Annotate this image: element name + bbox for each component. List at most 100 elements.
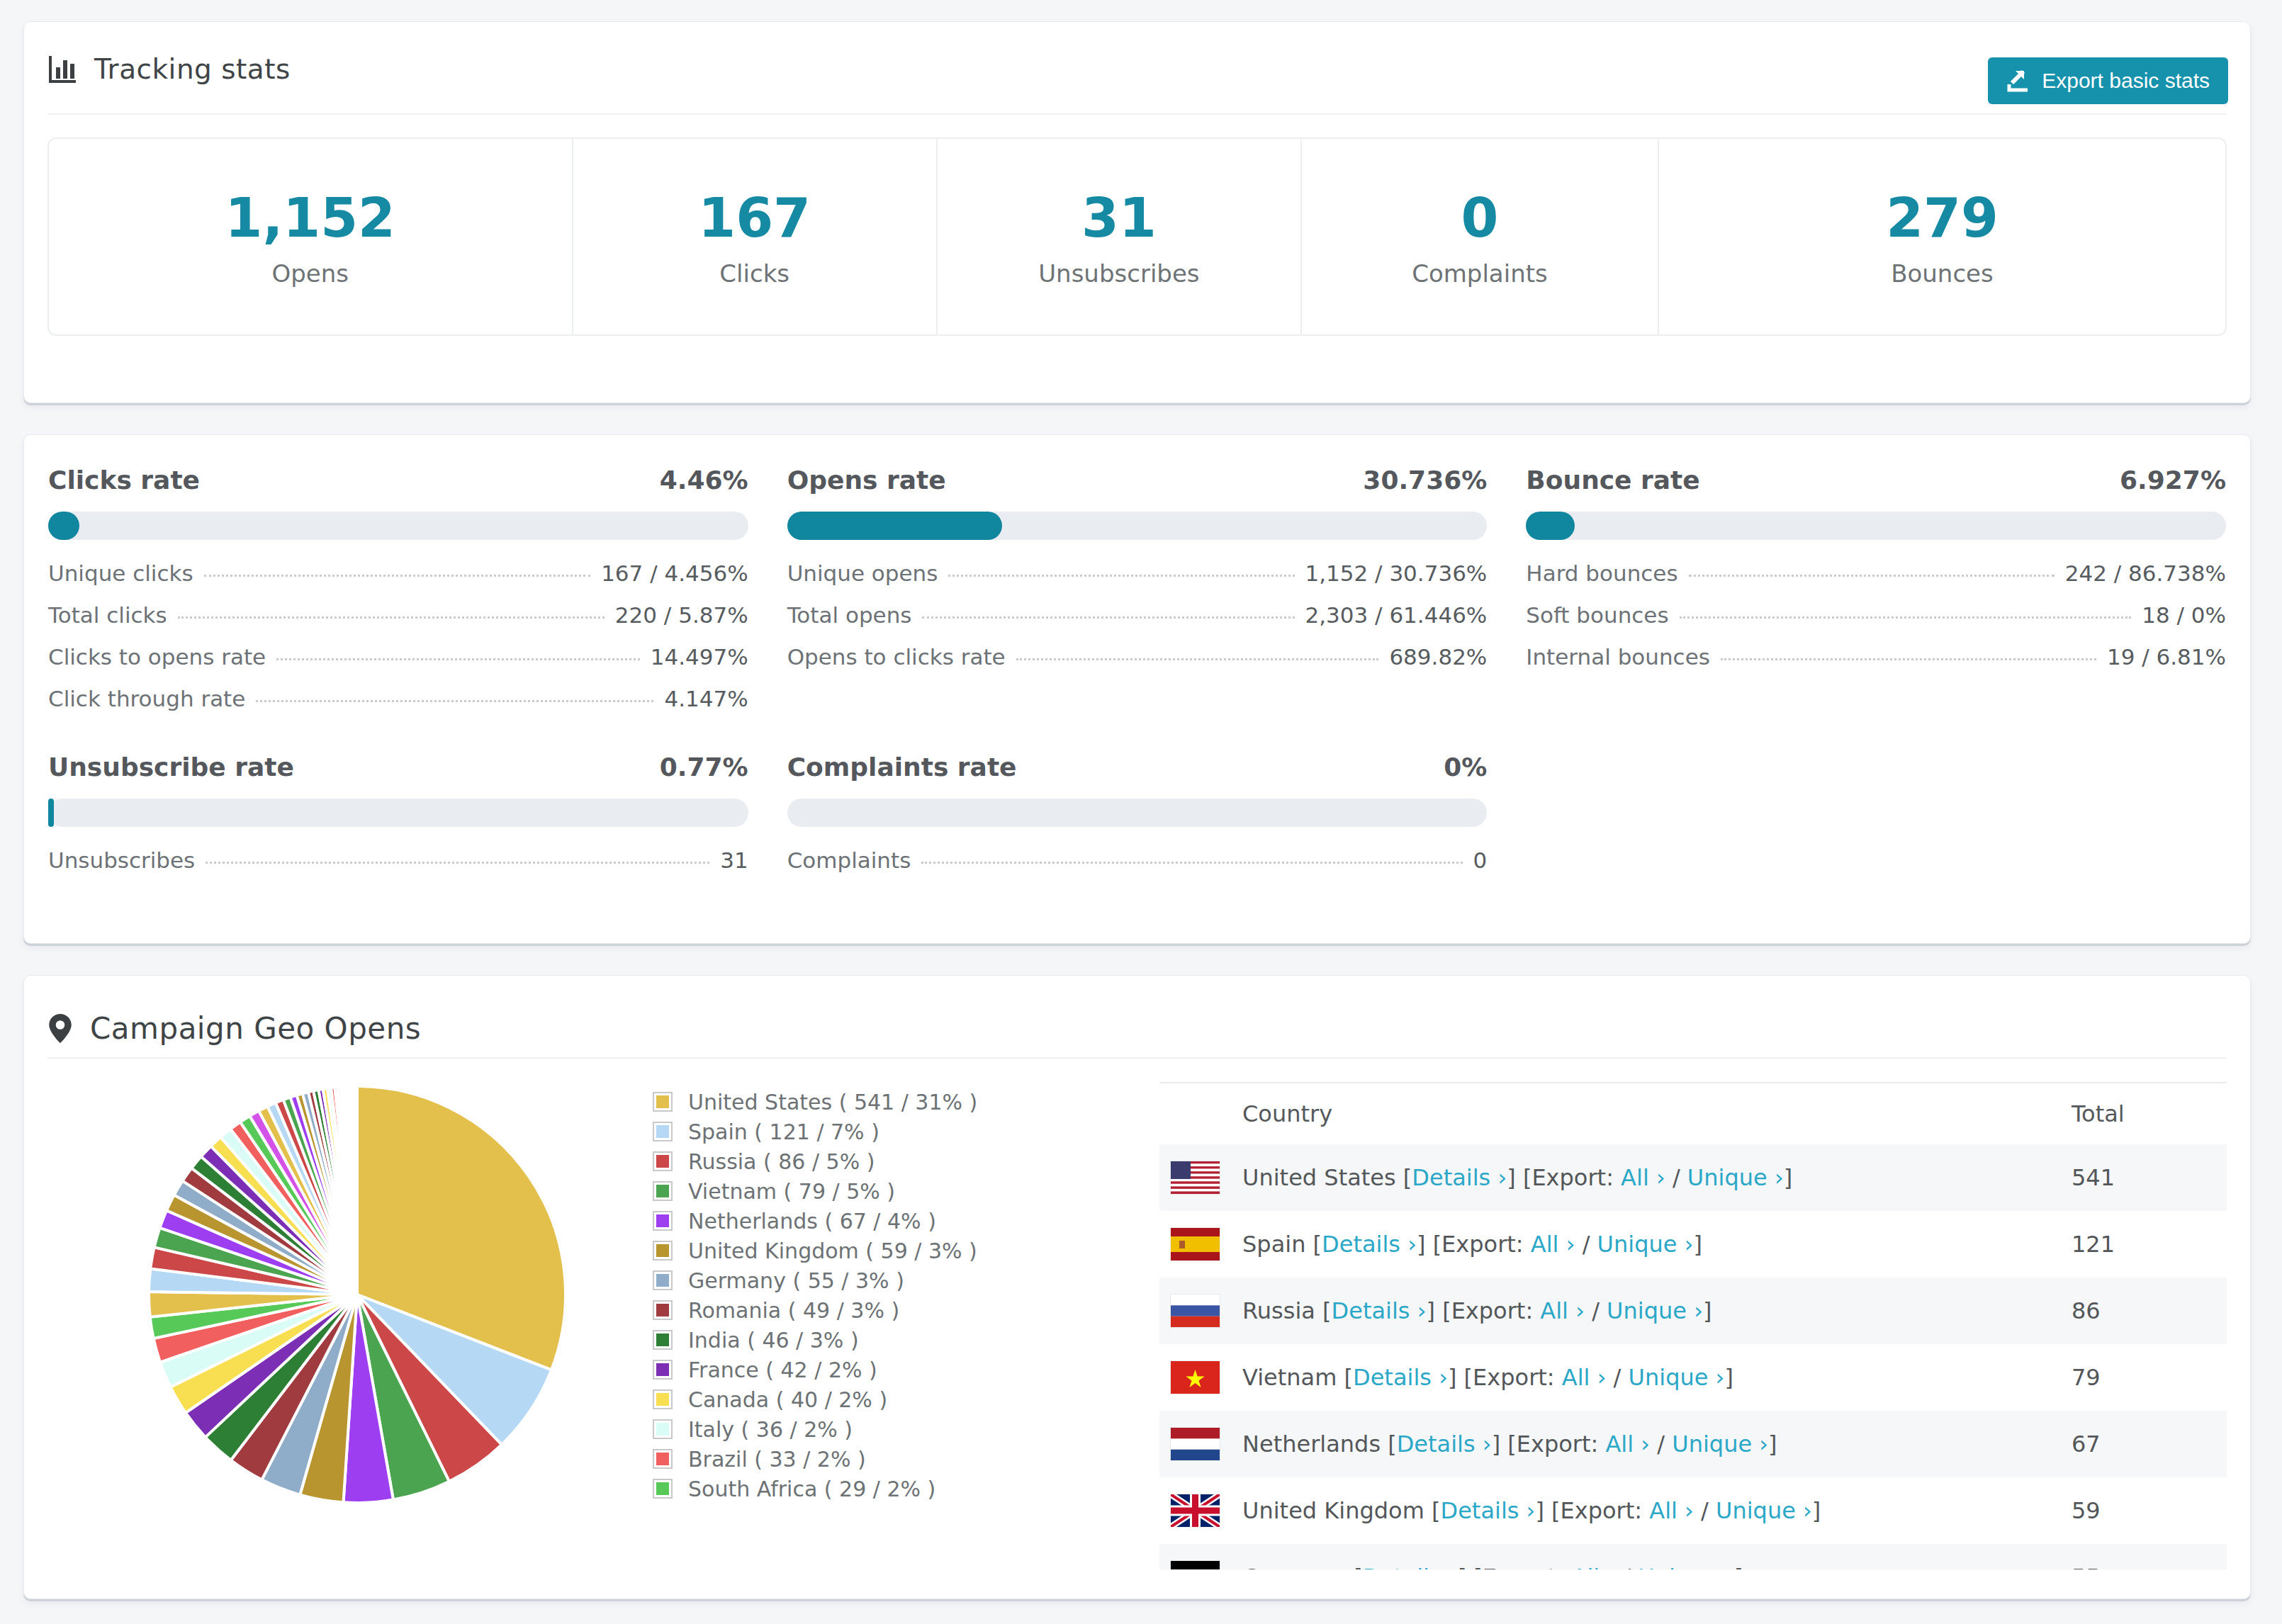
legend-item-us: United States ( 541 / 31% ) xyxy=(653,1087,977,1117)
rate-section-opens-rate: Opens rate30.736%Unique opens1,152 / 30.… xyxy=(787,435,1488,720)
legend-item-za: South Africa ( 29 / 2% ) xyxy=(653,1474,977,1504)
rate-row-value: 2,303 / 61.446% xyxy=(1305,594,1488,636)
rate-row: Complaints 0 xyxy=(787,840,1488,881)
legend-label: United States ( 541 / 31% ) xyxy=(688,1090,977,1115)
rate-row-value: 18 / 0% xyxy=(2142,594,2226,636)
rate-progress-bar xyxy=(787,799,1488,827)
country-total: 59 xyxy=(2072,1497,2227,1524)
dotted-leader xyxy=(1689,575,2055,577)
export-unique-link[interactable]: Unique › xyxy=(1687,1164,1784,1191)
export-unique-link[interactable]: Unique › xyxy=(1672,1431,1768,1457)
rate-row-value: 220 / 5.87% xyxy=(615,594,748,636)
export-all-link[interactable]: All › xyxy=(1605,1431,1650,1457)
legend-label: South Africa ( 29 / 2% ) xyxy=(688,1477,935,1501)
map-pin-icon xyxy=(47,1013,73,1045)
legend-swatch xyxy=(653,1151,673,1171)
details-link[interactable]: Details › xyxy=(1412,1164,1507,1191)
country-name: Netherlands xyxy=(1242,1431,1381,1457)
rate-row-label: Complaints xyxy=(787,840,911,881)
legend-label: Italy ( 36 / 2% ) xyxy=(688,1417,853,1442)
legend-item-in: India ( 46 / 3% ) xyxy=(653,1325,977,1355)
legend-label: India ( 46 / 3% ) xyxy=(688,1328,859,1353)
export-unique-link[interactable]: Unique › xyxy=(1716,1497,1812,1524)
dotted-leader xyxy=(948,575,1294,577)
rate-row: Hard bounces242 / 86.738% xyxy=(1526,553,2226,594)
geo-table-row-es: Spain [Details ›] [Export: All › / Uniqu… xyxy=(1159,1211,2227,1278)
flag-gb-icon xyxy=(1171,1494,1220,1527)
country-name: Spain xyxy=(1242,1231,1305,1258)
total-header: Total xyxy=(2072,1100,2227,1127)
details-link[interactable]: Details › xyxy=(1363,1564,1458,1569)
export-unique-link[interactable]: Unique › xyxy=(1638,1564,1734,1569)
rate-row: Soft bounces 18 / 0% xyxy=(1526,594,2226,636)
header-divider xyxy=(47,113,2227,115)
dotted-leader xyxy=(1016,658,1379,660)
stat-value: 31 xyxy=(1081,186,1157,249)
dotted-leader xyxy=(921,862,1462,864)
export-unique-link[interactable]: Unique › xyxy=(1597,1231,1694,1258)
rate-value: 0% xyxy=(1444,751,1487,784)
legend-item-nl: Netherlands ( 67 / 4% ) xyxy=(653,1206,977,1236)
legend-label: Russia ( 86 / 5% ) xyxy=(688,1149,875,1174)
stat-value: 0 xyxy=(1461,186,1499,249)
export-basic-stats-button[interactable]: Export basic stats xyxy=(1988,57,2228,104)
legend-item-ru: Russia ( 86 / 5% ) xyxy=(653,1146,977,1176)
geo-table-row-nl: Netherlands [Details ›] [Export: All › /… xyxy=(1159,1411,2227,1477)
geo-table-header: CountryTotal xyxy=(1159,1083,2227,1144)
country-name: United Kingdom xyxy=(1242,1497,1424,1524)
tracking-stats-card: Tracking stats Export basic stats 1,152O… xyxy=(23,21,2251,403)
rate-row-value: 14.497% xyxy=(651,636,748,678)
geo-body: United States ( 541 / 31% )Spain ( 121 /… xyxy=(47,1059,2227,1569)
legend-item-br: Brazil ( 33 / 2% ) xyxy=(653,1444,977,1474)
geo-opens-card: Campaign Geo Opens United States ( 541 /… xyxy=(23,975,2251,1599)
rate-progress-bar xyxy=(1526,512,2226,540)
legend-item-it: Italy ( 36 / 2% ) xyxy=(653,1414,977,1444)
export-all-link[interactable]: All › xyxy=(1540,1297,1585,1324)
stat-label: Opens xyxy=(272,259,349,288)
bar-chart-icon xyxy=(47,55,77,84)
details-link[interactable]: Details › xyxy=(1332,1297,1427,1324)
legend-item-vn: Vietnam ( 79 / 5% ) xyxy=(653,1176,977,1206)
legend-label: Netherlands ( 67 / 4% ) xyxy=(688,1209,936,1234)
rate-row-label: Soft bounces xyxy=(1526,594,1668,636)
rate-row: Internal bounces19 / 6.81% xyxy=(1526,636,2226,678)
rate-row: Unsubscribes31 xyxy=(48,840,748,881)
rate-row-label: Hard bounces xyxy=(1526,553,1677,594)
export-unique-link[interactable]: Unique › xyxy=(1629,1364,1725,1391)
country-total: 541 xyxy=(2072,1164,2227,1191)
rate-progress-bar xyxy=(48,512,748,540)
flag-es-icon xyxy=(1171,1228,1220,1261)
rate-row-label: Total opens xyxy=(787,594,912,636)
legend-swatch xyxy=(653,1300,673,1320)
export-all-link[interactable]: All › xyxy=(1571,1564,1616,1569)
export-unique-link[interactable]: Unique › xyxy=(1607,1297,1703,1324)
rate-title: Complaints rate xyxy=(787,751,1017,784)
stat-bounces: 279Bounces xyxy=(1658,139,2225,334)
geo-table-row-gb: United Kingdom [Details ›] [Export: All … xyxy=(1159,1477,2227,1544)
details-link[interactable]: Details › xyxy=(1397,1431,1492,1457)
rate-row-value: 1,152 / 30.736% xyxy=(1305,553,1488,594)
export-all-link[interactable]: All › xyxy=(1649,1497,1694,1524)
rate-row-label: Unsubscribes xyxy=(48,840,195,881)
rate-row-value: 0 xyxy=(1473,840,1488,881)
rate-row-label: Clicks to opens rate xyxy=(48,636,266,678)
legend-swatch xyxy=(653,1181,673,1201)
rate-row-value: 167 / 4.456% xyxy=(601,553,748,594)
export-all-link[interactable]: All › xyxy=(1621,1164,1665,1191)
legend-label: Brazil ( 33 / 2% ) xyxy=(688,1447,866,1472)
details-link[interactable]: Details › xyxy=(1441,1497,1536,1524)
details-link[interactable]: Details › xyxy=(1322,1231,1417,1258)
rate-section-clicks-rate: Clicks rate4.46%Unique clicks167 / 4.456… xyxy=(48,435,748,720)
stat-unsubscribes: 31 Unsubscribes xyxy=(936,139,1300,334)
stat-label: Unsubscribes xyxy=(1038,259,1199,288)
rate-row-label: Unique opens xyxy=(787,553,938,594)
legend-swatch xyxy=(653,1211,673,1231)
rate-row-label: Unique clicks xyxy=(48,553,193,594)
country-total: 55 xyxy=(2072,1564,2227,1569)
dotted-leader xyxy=(276,658,640,660)
legend-swatch xyxy=(653,1092,673,1112)
export-all-link[interactable]: All › xyxy=(1562,1364,1607,1391)
geo-table-row-de: Germany [Details ›] [Export: All › / Uni… xyxy=(1159,1544,2227,1569)
export-all-link[interactable]: All › xyxy=(1531,1231,1575,1258)
details-link[interactable]: Details › xyxy=(1353,1364,1448,1391)
